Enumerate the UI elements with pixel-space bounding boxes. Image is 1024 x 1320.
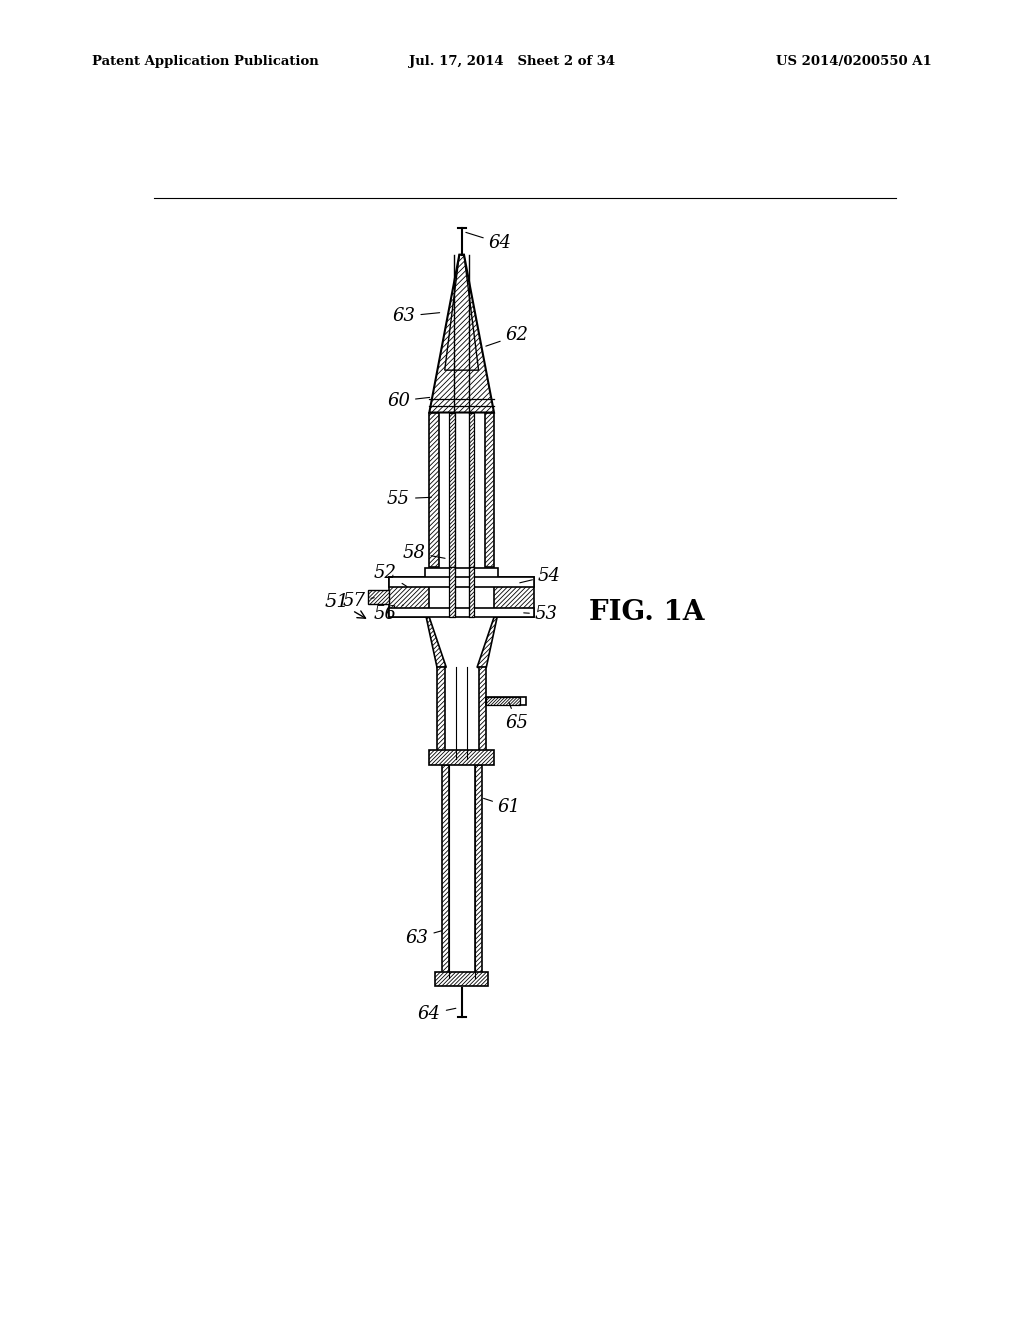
Text: 64: 64	[466, 232, 512, 252]
Bar	[494, 577, 535, 618]
Text: 55: 55	[387, 490, 431, 508]
Bar	[486, 697, 526, 705]
Text: 54: 54	[520, 566, 561, 585]
Bar	[389, 577, 535, 586]
Text: 58: 58	[402, 544, 445, 561]
Bar	[429, 750, 494, 766]
Text: 56: 56	[374, 605, 403, 623]
Bar	[425, 568, 498, 582]
Text: 60: 60	[387, 392, 430, 411]
Text: FIG. 1A: FIG. 1A	[589, 599, 705, 626]
Text: 51: 51	[325, 593, 366, 618]
Text: US 2014/0200550 A1: US 2014/0200550 A1	[776, 55, 932, 69]
Text: 64: 64	[418, 1005, 456, 1023]
Polygon shape	[450, 566, 455, 618]
Polygon shape	[441, 766, 449, 978]
Text: 57: 57	[342, 593, 374, 610]
Text: Patent Application Publication: Patent Application Publication	[92, 55, 318, 69]
Polygon shape	[478, 668, 486, 759]
Polygon shape	[469, 566, 474, 618]
Bar	[486, 697, 520, 705]
Text: 62: 62	[485, 326, 528, 346]
Bar	[435, 973, 487, 986]
Text: 52: 52	[374, 564, 407, 586]
Text: Jul. 17, 2014   Sheet 2 of 34: Jul. 17, 2014 Sheet 2 of 34	[409, 55, 615, 69]
Polygon shape	[426, 618, 446, 668]
Bar	[389, 577, 429, 618]
Text: 65: 65	[506, 702, 528, 731]
Polygon shape	[429, 255, 494, 412]
Polygon shape	[477, 618, 497, 668]
Text: 61: 61	[483, 797, 521, 816]
Polygon shape	[429, 412, 438, 566]
Polygon shape	[469, 412, 474, 566]
Polygon shape	[484, 412, 494, 566]
Text: 63: 63	[406, 929, 442, 946]
Polygon shape	[437, 668, 444, 759]
Polygon shape	[450, 412, 455, 566]
Bar	[389, 609, 535, 618]
Text: 53: 53	[523, 606, 558, 623]
Text: 63: 63	[392, 308, 439, 325]
Polygon shape	[475, 766, 481, 978]
Bar	[368, 590, 389, 605]
